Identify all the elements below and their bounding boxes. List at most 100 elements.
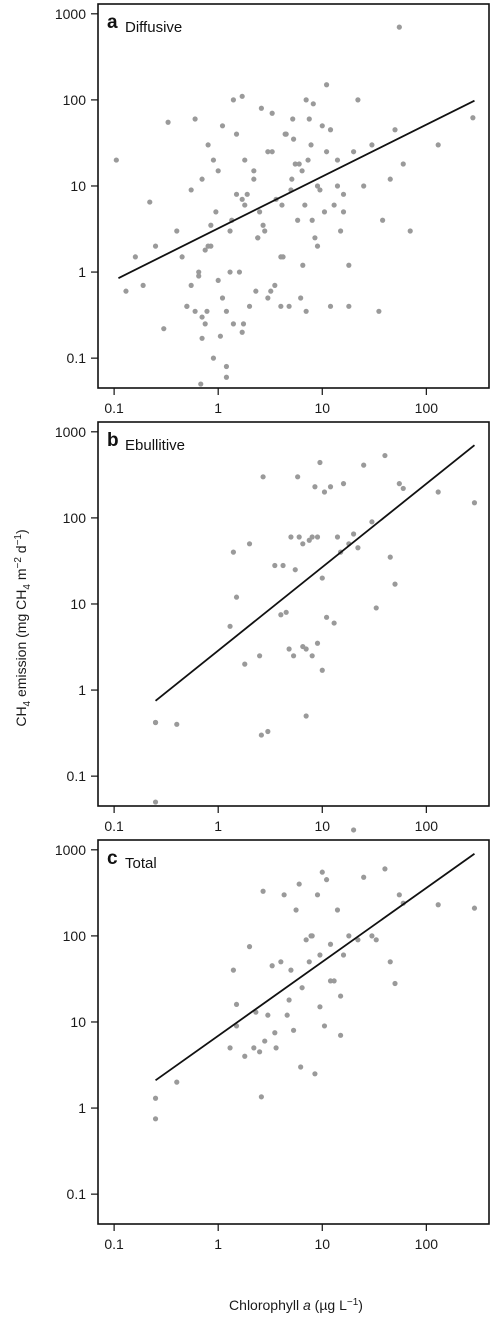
- data-point: [258, 1094, 264, 1100]
- data-point: [161, 326, 167, 332]
- data-point: [327, 978, 334, 984]
- data-point: [242, 157, 248, 163]
- data-point: [340, 481, 347, 487]
- data-point: [258, 732, 264, 738]
- data-point: [331, 978, 337, 984]
- data-point: [319, 869, 325, 875]
- data-point: [323, 877, 330, 883]
- data-point: [306, 959, 312, 965]
- data-point: [280, 562, 286, 569]
- data-point: [269, 149, 275, 155]
- data-point: [233, 1001, 240, 1008]
- data-point: [346, 933, 352, 939]
- data-point: [346, 303, 352, 309]
- data-point: [295, 474, 301, 480]
- panel-c-total: 0.1 1 10 100 1000 0.1 1 10 100 c Total: [55, 827, 490, 1252]
- data-point: [314, 892, 321, 898]
- data-point: [296, 161, 302, 167]
- data-point: [471, 905, 478, 911]
- data-point: [179, 254, 185, 260]
- data-point: [392, 581, 398, 587]
- y-tick-label: 100: [63, 510, 87, 526]
- data-point: [323, 614, 330, 620]
- data-point: [312, 1071, 318, 1077]
- data-point: [246, 944, 253, 950]
- data-point: [284, 1012, 290, 1018]
- data-point: [265, 295, 271, 301]
- data-point: [223, 363, 230, 370]
- y-axis-title: CH4 emission (mg CH4 m−2 d−1): [13, 529, 33, 726]
- y-tick-label: 10: [70, 596, 86, 612]
- panel-title: Total: [125, 855, 157, 872]
- data-point: [319, 123, 325, 129]
- data-point: [300, 262, 306, 268]
- y-tick-label: 0.1: [67, 768, 87, 784]
- panel-letter: b: [107, 430, 119, 451]
- data-point: [199, 176, 205, 182]
- data-point: [278, 959, 284, 965]
- data-point: [196, 273, 202, 279]
- data-point: [314, 243, 321, 249]
- data-point: [369, 142, 375, 148]
- data-point: [230, 967, 237, 973]
- data-point: [265, 1012, 271, 1018]
- data-point: [337, 1032, 344, 1038]
- y-tick-label: 10: [70, 1014, 86, 1030]
- data-point: [308, 933, 314, 939]
- data-point: [227, 1045, 233, 1051]
- y-tick-label: 100: [63, 928, 87, 944]
- data-point: [327, 941, 334, 947]
- data-point: [396, 892, 402, 898]
- panel-title: Diffusive: [125, 19, 182, 36]
- data-point: [334, 157, 341, 163]
- data-point: [210, 355, 217, 361]
- data-point: [309, 653, 315, 659]
- data-point: [242, 202, 248, 208]
- data-point: [309, 217, 315, 223]
- data-point: [334, 534, 341, 540]
- data-point: [240, 321, 247, 327]
- x-tick-label: 1: [214, 1236, 222, 1252]
- data-point: [331, 620, 337, 626]
- data-point: [303, 713, 309, 719]
- data-point: [312, 235, 318, 241]
- data-point: [257, 653, 263, 659]
- data-point: [217, 333, 223, 339]
- y-tick-label: 1000: [55, 842, 86, 858]
- data-point: [373, 937, 379, 943]
- data-point: [233, 594, 240, 600]
- data-point: [236, 269, 243, 275]
- data-point: [340, 952, 347, 958]
- data-point: [242, 661, 248, 667]
- y-tick-label: 0.1: [67, 350, 87, 366]
- data-point: [308, 142, 314, 148]
- data-point: [290, 136, 297, 142]
- data-point: [387, 959, 393, 965]
- data-point: [233, 191, 240, 197]
- data-point: [123, 288, 129, 294]
- data-point: [373, 605, 379, 611]
- data-point: [300, 643, 306, 650]
- data-point: [262, 228, 268, 234]
- data-point: [400, 485, 406, 492]
- y-tick-label: 1000: [55, 424, 86, 440]
- data-point: [260, 474, 266, 480]
- data-point: [113, 157, 119, 163]
- data-point: [286, 646, 292, 652]
- data-point: [314, 534, 321, 540]
- data-point: [327, 127, 334, 133]
- x-tick-label: 10: [314, 400, 330, 416]
- data-point: [387, 554, 393, 560]
- data-point: [387, 176, 393, 182]
- data-point: [152, 799, 159, 805]
- y-tick-label: 1: [78, 264, 86, 280]
- data-point: [251, 1045, 257, 1051]
- data-point: [355, 97, 361, 103]
- data-point: [295, 217, 301, 223]
- data-point: [192, 116, 198, 122]
- data-point: [188, 187, 194, 193]
- data-point: [152, 719, 159, 726]
- data-point: [174, 228, 180, 234]
- data-point: [165, 119, 171, 125]
